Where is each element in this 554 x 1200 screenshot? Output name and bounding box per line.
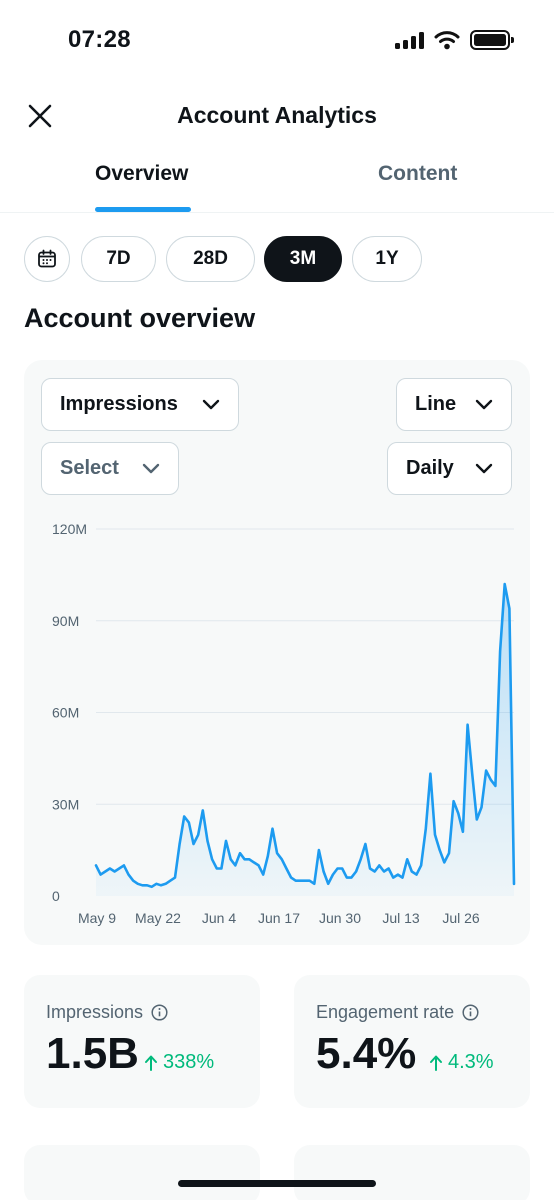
info-icon[interactable] xyxy=(151,1004,168,1021)
impressions-label: Impressions xyxy=(46,1002,144,1022)
interval-dropdown[interactable]: Daily xyxy=(387,442,512,495)
tab-bar: Overview Content xyxy=(0,150,554,213)
chart-card: Impressions Line Select Daily 0 30M 60M 90M… xyxy=(24,360,530,945)
impressions-line-chart[interactable]: 0 30M 60M 90M 120M May 9 May 22 Jun 4 Jun 17 Jun … xyxy=(24,360,530,945)
chevron-down-icon xyxy=(202,399,220,409)
battery-icon xyxy=(470,30,514,50)
range-1y-button[interactable]: 1Y xyxy=(352,236,422,282)
engagement-rate-change-value: 4.3% xyxy=(448,1051,494,1073)
section-title: Account overview xyxy=(24,303,256,333)
chevron-down-icon xyxy=(475,399,493,409)
chart-series-line xyxy=(94,582,516,889)
x-axis-tick-label: Jun 30 xyxy=(319,910,361,926)
arrow-up-icon xyxy=(430,1055,442,1071)
metric-dropdown[interactable]: Impressions xyxy=(41,378,239,431)
arrow-up-icon xyxy=(145,1055,157,1071)
metric-label: Engagement rate xyxy=(316,1002,479,1023)
x-axis-tick-label: Jul 26 xyxy=(442,910,480,926)
interval-dropdown-label: Daily xyxy=(406,457,454,479)
x-axis-tick-label: Jul 13 xyxy=(382,910,420,926)
y-axis-tick-label: 90M xyxy=(52,613,79,629)
chart-style-dropdown[interactable]: Line xyxy=(396,378,512,431)
calendar-icon xyxy=(38,249,56,268)
compare-dropdown-label: Select xyxy=(60,457,119,479)
chevron-down-icon xyxy=(475,463,493,473)
y-axis-tick-label: 60M xyxy=(52,705,79,721)
close-icon[interactable] xyxy=(24,100,56,132)
engagement-rate-label: Engagement rate xyxy=(316,1002,455,1022)
range-3m-button[interactable]: 3M xyxy=(264,236,342,282)
impressions-change: 338% xyxy=(144,1051,214,1074)
chart-style-label: Line xyxy=(415,393,457,415)
impressions-change-value: 338% xyxy=(163,1051,215,1073)
chevron-down-icon xyxy=(142,463,160,473)
tab-overview[interactable]: Overview xyxy=(95,162,189,185)
tab-content[interactable]: Content xyxy=(378,162,458,185)
y-axis-tick-label: 0 xyxy=(52,888,60,904)
range-28d-button[interactable]: 28D xyxy=(166,236,255,282)
engagement-rate-change: 4.3% xyxy=(429,1051,494,1074)
header: Account Analytics xyxy=(0,90,554,142)
chart-area-fill xyxy=(96,584,514,896)
engagement-rate-value: 5.4% xyxy=(316,1029,417,1078)
page-title: Account Analytics xyxy=(177,102,377,128)
x-axis-tick-label: Jun 17 xyxy=(258,910,300,926)
x-axis-tick-label: May 9 xyxy=(78,910,116,926)
x-axis-tick-label: May 22 xyxy=(135,910,181,926)
active-tab-indicator xyxy=(95,207,191,212)
range-7d-button[interactable]: 7D xyxy=(81,236,156,282)
cellular-signal-icon xyxy=(395,31,424,49)
info-icon[interactable] xyxy=(462,1004,479,1021)
compare-dropdown[interactable]: Select xyxy=(41,442,179,495)
status-bar: 07:28 xyxy=(0,0,554,84)
home-indicator xyxy=(178,1180,376,1187)
impressions-metric-card[interactable]: Impressions 1.5B 338% xyxy=(24,975,260,1108)
metric-card-peek xyxy=(24,1145,260,1200)
metric-dropdown-label: Impressions xyxy=(60,393,178,415)
metric-card-peek xyxy=(294,1145,530,1200)
calendar-button[interactable] xyxy=(24,236,70,282)
status-icons xyxy=(395,30,514,50)
wifi-icon xyxy=(434,31,460,50)
engagement-rate-metric-card[interactable]: Engagement rate 5.4% 4.3% xyxy=(294,975,530,1108)
status-time: 07:28 xyxy=(68,26,131,53)
y-axis-tick-label: 120M xyxy=(52,521,87,537)
x-axis-tick-label: Jun 4 xyxy=(202,910,236,926)
impressions-value: 1.5B xyxy=(46,1029,139,1078)
y-axis-tick-label: 30M xyxy=(52,796,79,812)
metric-label: Impressions xyxy=(46,1002,168,1023)
